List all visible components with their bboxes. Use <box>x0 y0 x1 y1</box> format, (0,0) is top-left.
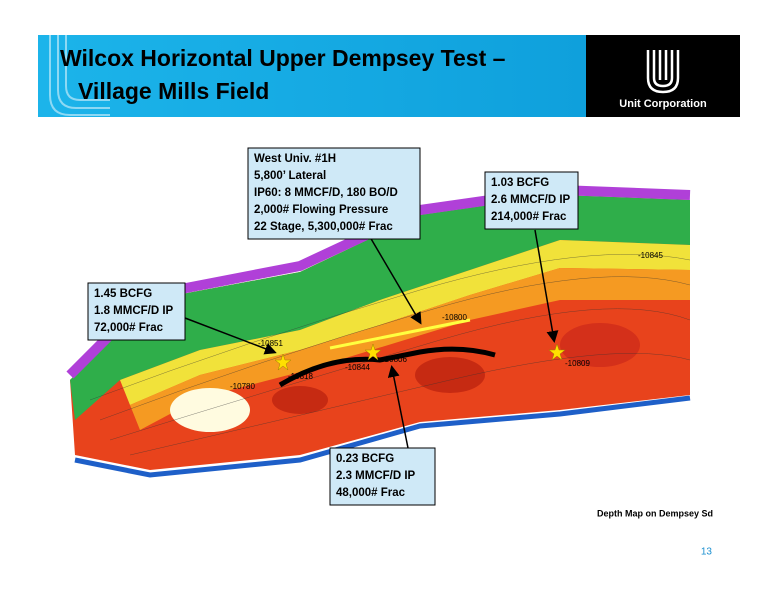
contour-label: -10806 <box>382 355 407 364</box>
contour-label: -10845 <box>638 251 663 260</box>
callout-text: 5,800’ Lateral <box>254 170 326 182</box>
contour-label: -10809 <box>565 359 590 368</box>
logo-mark <box>646 50 680 94</box>
logo-box <box>586 35 740 117</box>
title: Village Mills Field <box>78 78 269 104</box>
page-number: 13 <box>701 547 713 558</box>
callout-text: 1.8 MMCF/D IP <box>94 305 174 317</box>
contour-label: -10780 <box>230 382 255 391</box>
title: Wilcox Horizontal Upper Dempsey Test – <box>60 45 506 71</box>
callout-text: West Univ. #1H <box>254 153 336 165</box>
arrows <box>184 229 559 449</box>
header-pattern <box>49 35 110 116</box>
contour-label: -10800 <box>442 313 467 322</box>
callout-text: 2.6 MMCF/D IP <box>491 194 571 206</box>
callout-box <box>247 147 421 240</box>
caption: Depth Map on Dempsey Sd <box>597 508 713 518</box>
callout-text: 2,000# Flowing Pressure <box>254 204 388 216</box>
callout-text: 2.3 MMCF/D IP <box>336 470 416 482</box>
callout-text: IP60: 8 MMCF/D, 180 BO/D <box>254 187 398 199</box>
callout-box <box>87 282 186 341</box>
contour-label: -10844 <box>345 363 370 372</box>
contour-label: -10818 <box>288 372 313 381</box>
callout-text: 72,000# Frac <box>94 322 164 334</box>
callout-text: 0.23 BCFG <box>336 453 394 465</box>
logo-text: Unit Corporation <box>619 98 707 110</box>
callout-box <box>484 171 579 230</box>
callout-text: 48,000# Frac <box>336 487 406 499</box>
callout-text: 22 Stage, 5,300,000# Frac <box>254 221 393 233</box>
callout-text: 1.45 BCFG <box>94 288 152 300</box>
callouts: West Univ. #1H 5,800’ Lateral IP60: 8 MMCF… <box>87 147 579 506</box>
header-band <box>38 35 586 117</box>
callout-box <box>329 447 436 506</box>
callout-text: 1.03 BCFG <box>491 177 549 189</box>
callout-text: 214,000# Frac <box>491 211 567 223</box>
